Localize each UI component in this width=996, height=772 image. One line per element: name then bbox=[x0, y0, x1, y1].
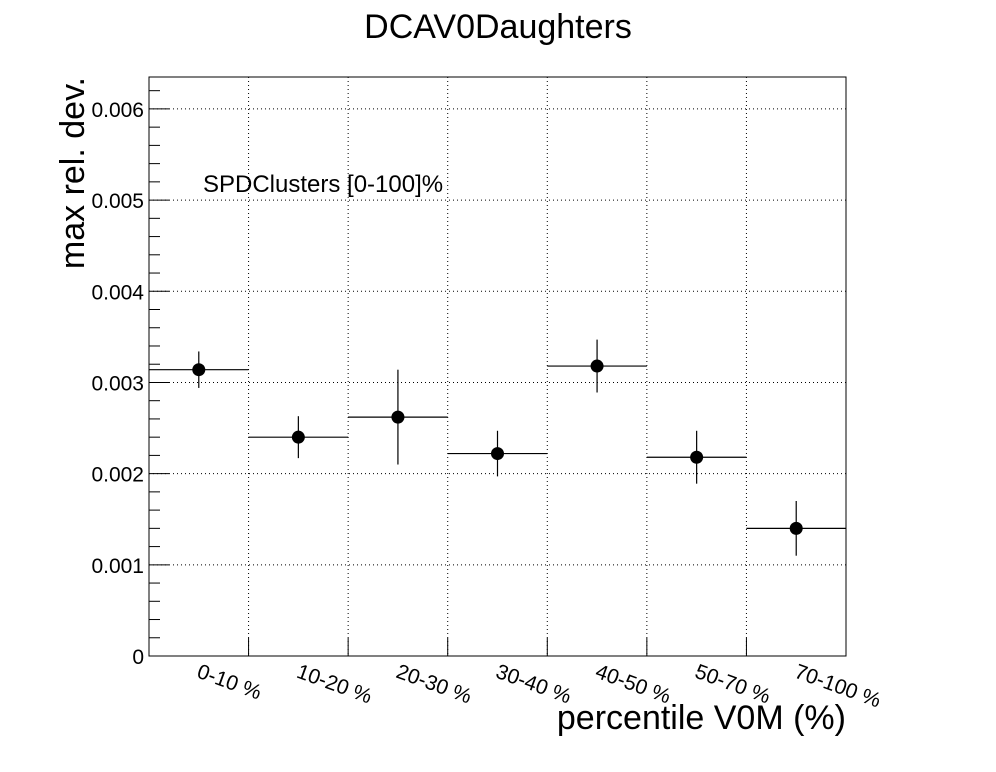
y-tick-label: 0.004 bbox=[91, 281, 144, 304]
y-tick-label: 0.003 bbox=[91, 372, 144, 395]
y-tick-label: 0.006 bbox=[91, 99, 144, 122]
axis-ticks bbox=[149, 90, 747, 657]
y-tick-label: 0.001 bbox=[91, 555, 144, 578]
data-point bbox=[192, 363, 206, 377]
plot-frame bbox=[148, 76, 847, 657]
x-tick-label: 10-20 % bbox=[294, 660, 375, 708]
x-axis-title: percentile V0M (%) bbox=[557, 699, 846, 737]
chart-title: DCAV0Daughters bbox=[364, 8, 632, 46]
data-points bbox=[149, 339, 846, 556]
y-tick-label: 0 bbox=[132, 646, 144, 669]
data-point bbox=[590, 359, 604, 373]
grid bbox=[149, 77, 846, 656]
y-tick-label: 0.005 bbox=[91, 190, 144, 213]
x-tick-label: 0-10 % bbox=[194, 660, 264, 704]
y-tick-labels: 0 0.001 0.002 0.003 0.004 0.005 0.006 bbox=[91, 99, 144, 669]
data-point bbox=[690, 450, 704, 464]
data-point bbox=[391, 410, 405, 424]
data-point bbox=[491, 447, 504, 461]
y-tick-label: 0.002 bbox=[91, 464, 144, 487]
data-point bbox=[789, 521, 803, 535]
x-tick-label: 20-30 % bbox=[393, 660, 474, 708]
annotation-label: SPDClusters [0-100]% bbox=[203, 171, 443, 198]
data-point bbox=[291, 430, 305, 444]
y-axis-title: max rel. dev. bbox=[54, 77, 92, 269]
